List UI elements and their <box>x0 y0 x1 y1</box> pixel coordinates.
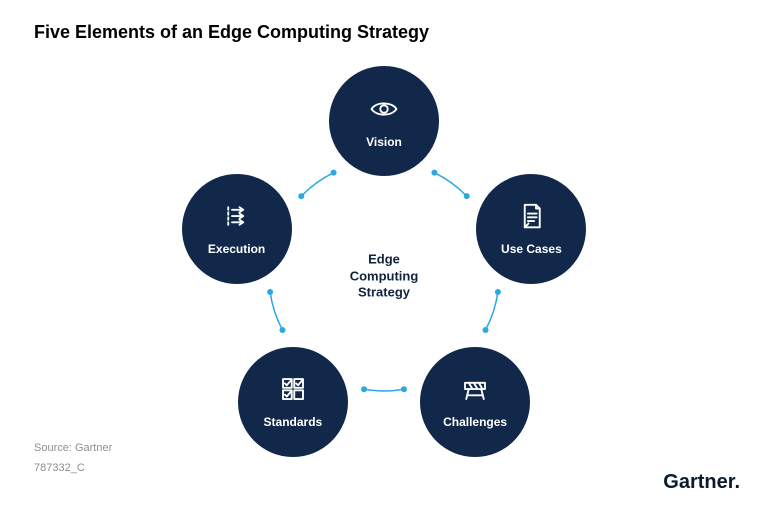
page-title-text: Five Elements of an Edge Computing Strat… <box>34 22 429 42</box>
node-challenges: Challenges <box>420 347 530 457</box>
eye-icon <box>369 94 399 124</box>
diagram-container: EdgeComputingStrategy VisionUse CasesCha… <box>174 66 594 486</box>
node-label: Execution <box>208 242 265 256</box>
eye-icon <box>369 94 399 129</box>
source-line: Source: Gartner <box>34 442 112 454</box>
checklist-icon <box>278 374 308 404</box>
document-id: 787332_C <box>34 462 85 474</box>
node-label: Vision <box>366 135 402 149</box>
node-label: Challenges <box>443 415 507 429</box>
node-execution: Execution <box>182 174 292 284</box>
barrier-icon <box>460 374 490 409</box>
brand-dot: . <box>734 471 740 493</box>
node-vision: Vision <box>329 66 439 176</box>
node-label: Standards <box>264 415 323 429</box>
barrier-icon <box>460 374 490 404</box>
checklist-icon <box>278 374 308 409</box>
document-icon <box>516 201 546 231</box>
node-label: Use Cases <box>501 242 562 256</box>
document-icon <box>516 201 546 236</box>
brand-text: Gartner <box>663 471 734 493</box>
nodes-layer: Vision Use Cases Challenges Standards Execut… <box>174 66 594 486</box>
flow-icon <box>222 201 252 236</box>
brand-logo: Gartner. <box>663 471 740 494</box>
page-title: Five Elements of an Edge Computing Strat… <box>34 22 429 43</box>
node-standards: Standards <box>238 347 348 457</box>
flow-icon <box>222 201 252 231</box>
node-usecases: Use Cases <box>476 174 586 284</box>
